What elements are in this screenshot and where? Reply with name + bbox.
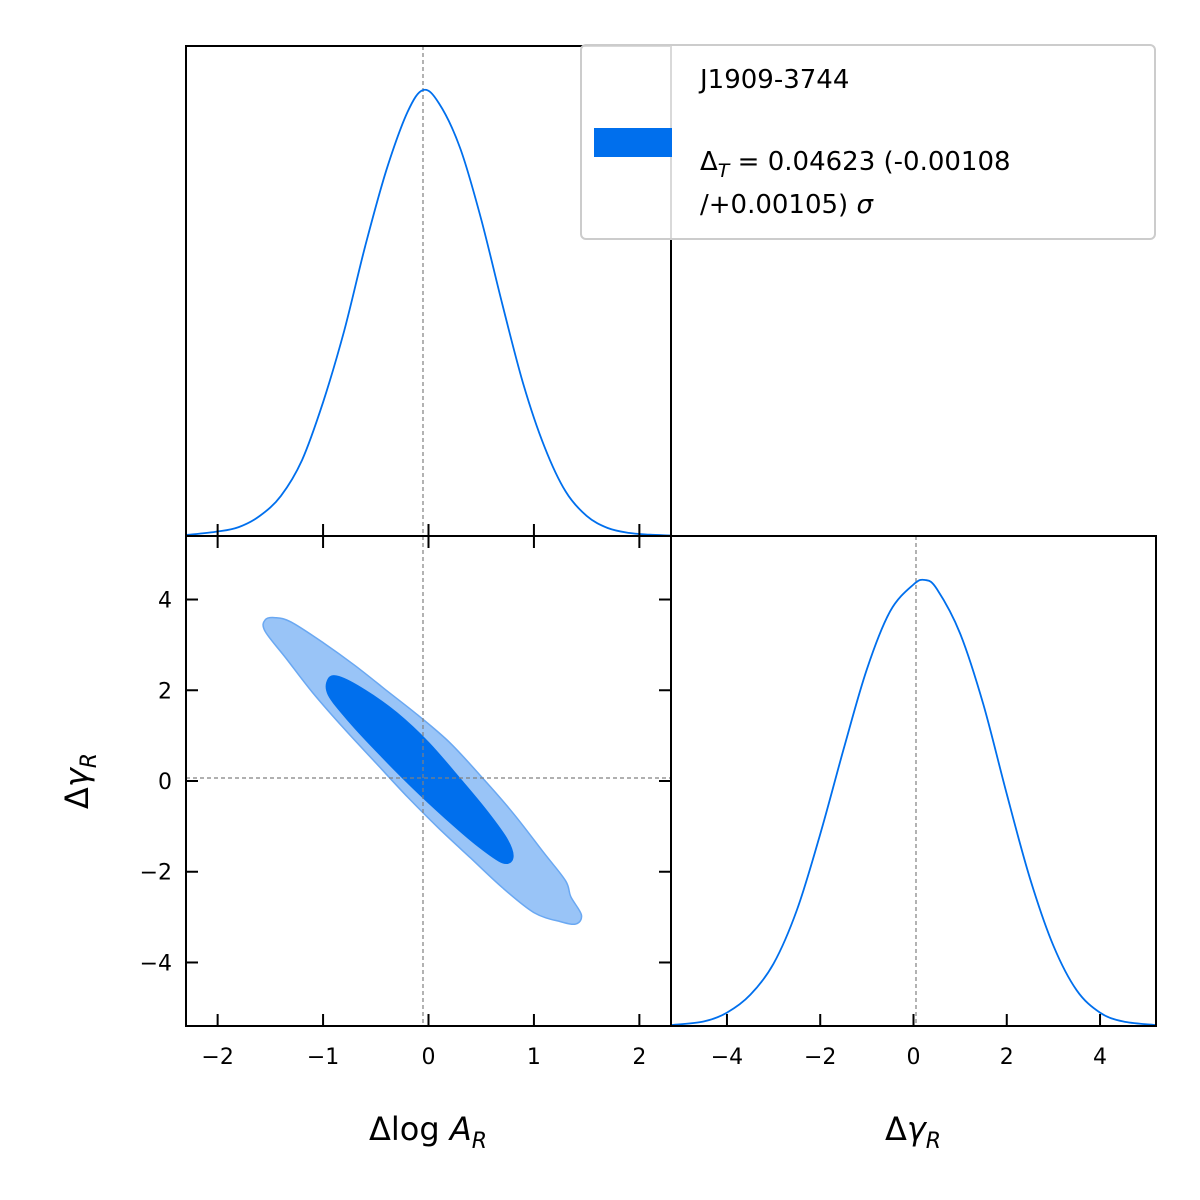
bottom-left-ticks: −2 −1 0 1 2 −4 −2 0 2 4: [140, 536, 671, 1070]
bottom-right-x-tick-label: 2: [1000, 1045, 1014, 1070]
legend-title: J1909-3744: [698, 65, 849, 95]
legend: J1909-3744 ΔT = 0.04623 (-0.00108 /+0.00…: [580, 44, 1156, 240]
joint-y-tick-label: 2: [158, 679, 172, 704]
legend-box: [580, 44, 1156, 240]
bottom-right-marginal-curve: [670, 578, 1157, 1026]
bottom-right-x-tick-label: −4: [711, 1045, 743, 1070]
joint-x-tick-label: −2: [201, 1045, 233, 1070]
bottom-right-x-tick-label: 4: [1093, 1045, 1107, 1070]
joint-y-tick-label: 0: [158, 770, 172, 795]
x-axis-label-left: Δlog AR: [369, 1110, 487, 1154]
legend-line-2: /+0.00105) σ: [700, 190, 874, 220]
legend-swatch: [594, 128, 672, 157]
bottom-right-x-tick-label: 0: [907, 1045, 921, 1070]
joint-x-tick-label: 1: [527, 1045, 541, 1070]
top-left-ticks: [216, 524, 641, 536]
panel-bottom-right: −4 −2 0 2 4: [670, 535, 1157, 1070]
bottom-right-x-tick-label: −2: [804, 1045, 836, 1070]
joint-y-tick-label: −2: [140, 861, 172, 886]
y-axis-label: ΔγR: [58, 753, 102, 809]
joint-y-tick-label: 4: [158, 589, 172, 614]
bottom-right-ticks: −4 −2 0 2 4: [711, 1014, 1107, 1070]
x-axis-label-right: ΔγR: [885, 1110, 941, 1154]
top-left-marginal-curve: [185, 88, 672, 537]
joint-y-tick-label: −4: [140, 951, 172, 976]
joint-x-tick-label: −1: [307, 1045, 339, 1070]
legend-line-1: ΔT = 0.04623 (-0.00108: [700, 147, 1011, 182]
joint-x-tick-label: 2: [632, 1045, 646, 1070]
joint-x-tick-label: 0: [422, 1045, 436, 1070]
panel-bottom-left: −2 −1 0 1 2 −4 −2 0 2 4: [140, 535, 672, 1070]
contour-inner: [325, 675, 514, 865]
